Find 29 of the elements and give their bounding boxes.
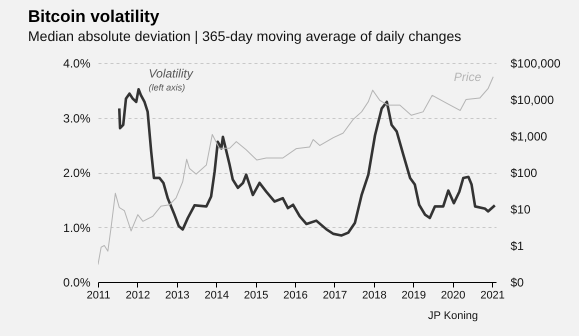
y2-tick-label: $1 [510, 239, 524, 253]
y2-tick-label: $1,000 [510, 130, 548, 144]
x-tick-label: 2016 [283, 290, 308, 302]
x-tick-label: 2014 [204, 290, 229, 302]
x-tick-label: 2015 [244, 290, 268, 302]
series-label: Price [454, 70, 482, 84]
x-tick-label: 2019 [402, 290, 426, 302]
x-tick-label: 2011 [86, 290, 110, 302]
x-tick-label: 2021 [480, 290, 505, 302]
x-tick-label: 2013 [165, 290, 190, 302]
series-label: Volatility [148, 66, 194, 80]
y-tick-label: 4.0% [63, 56, 91, 70]
y-tick-label: 0.0% [63, 276, 91, 290]
y-tick-label: 2.0% [63, 166, 91, 180]
chart-title: Bitcoin volatility [28, 7, 160, 26]
y2-tick-label: $10 [510, 202, 531, 216]
y2-tick-label: $10,000 [510, 93, 554, 107]
x-tick-label: 2017 [322, 290, 348, 302]
text: JP Koning [427, 310, 478, 322]
y2-tick-label: $0 [510, 276, 524, 290]
y-tick-label: 3.0% [63, 111, 91, 126]
y2-tick-label: $100,000 [510, 56, 561, 70]
y-tick-label: 1.0% [63, 220, 91, 235]
chart-subtitle: Median absolute deviation | 365-day moving average of daily changes [28, 28, 462, 44]
x-tick-label: 2012 [126, 290, 150, 302]
annotation: (left axis) [148, 82, 186, 92]
x-tick-label: 2020 [440, 290, 466, 302]
x-tick-label: 2018 [362, 290, 387, 302]
y2-tick-label: $100 [510, 166, 538, 180]
